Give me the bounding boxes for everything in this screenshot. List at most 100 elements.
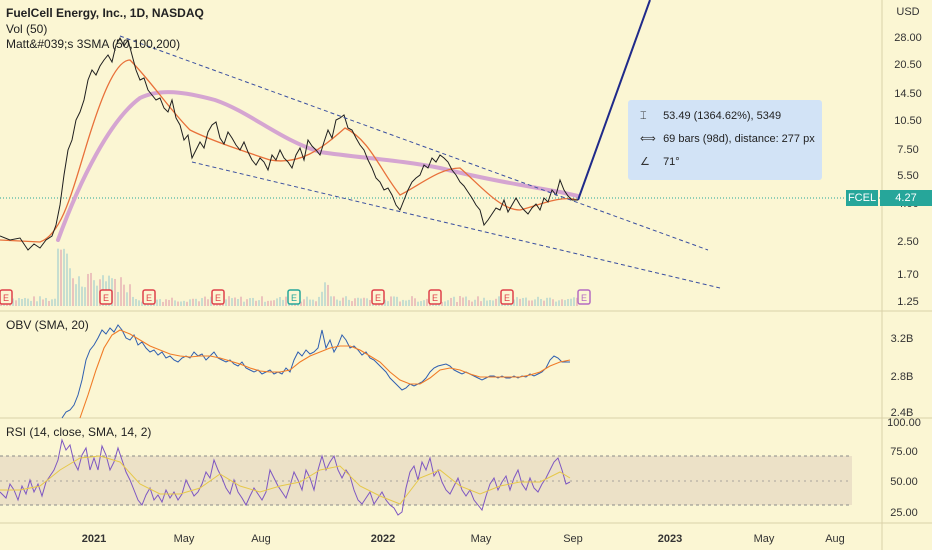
obv-tick: 3.2B: [891, 333, 914, 345]
time-tick: Aug: [825, 533, 845, 545]
volume-bar: [90, 272, 92, 306]
time-axis: 2021 May Aug 2022 May Sep 2023 May Aug: [82, 533, 845, 545]
earnings-marker[interactable]: [500, 289, 514, 305]
volume-bar: [177, 301, 179, 306]
volume-bar: [240, 296, 242, 306]
volume-bar: [384, 299, 386, 306]
volume-bar: [468, 300, 470, 306]
earnings-marker[interactable]: [0, 289, 13, 305]
volume-bar: [33, 296, 35, 306]
volume-bar: [21, 299, 23, 306]
volume-bar: [450, 297, 452, 306]
volume-bar: [351, 301, 353, 306]
volume-bar: [531, 300, 533, 306]
volume-bar: [18, 298, 20, 306]
volume-bar: [345, 296, 347, 306]
earnings-marker[interactable]: [211, 289, 225, 305]
volume-bar: [333, 296, 335, 306]
obv-tick: 2.8B: [891, 371, 914, 383]
volume-bar: [348, 299, 350, 306]
volume-bar: [480, 301, 482, 306]
volume-bar: [318, 296, 320, 306]
volume-bar: [27, 298, 29, 306]
volume-bar: [300, 301, 302, 306]
volume-bar: [306, 296, 308, 306]
earnings-marker[interactable]: [577, 289, 591, 305]
volume-bar: [357, 297, 359, 306]
volume-bar: [279, 297, 281, 306]
volume-bar: [366, 298, 368, 306]
earnings-marker[interactable]: [287, 289, 301, 305]
volume-bar: [564, 300, 566, 306]
earnings-marker[interactable]: [371, 289, 385, 305]
volume-bar: [138, 300, 140, 306]
price-tick: 28.00: [894, 32, 922, 44]
time-tick: Aug: [251, 533, 271, 545]
volume-bar: [492, 300, 494, 306]
volume-bar: [483, 297, 485, 306]
volume-bar: [336, 299, 338, 306]
volume-bar: [285, 296, 287, 306]
volume-bar: [522, 297, 524, 306]
volume-bar: [417, 301, 419, 306]
earnings-marker[interactable]: [428, 289, 442, 305]
volume-bar: [555, 301, 557, 306]
obv-tick: 2.4B: [891, 407, 914, 419]
price-tick: 1.70: [897, 269, 918, 281]
volume-bar: [528, 300, 530, 306]
volume-bar: [414, 298, 416, 306]
volume-bar: [180, 301, 182, 306]
chart-title: FuelCell Energy, Inc., 1D, NASDAQ: [6, 6, 204, 20]
volume-bar: [96, 285, 98, 306]
volume-bar: [174, 300, 176, 306]
volume-bar: [426, 298, 428, 306]
volume-bar: [282, 299, 284, 306]
volume-bar: [405, 300, 407, 306]
volume-bar: [456, 301, 458, 306]
price-tick: 2.50: [897, 236, 918, 248]
volume-bar: [156, 299, 158, 306]
rsi-legend[interactable]: RSI (14, close, SMA, 14, 2): [6, 425, 152, 439]
volume-bar: [519, 298, 521, 306]
volume-bar: [267, 300, 269, 306]
rsi-tick: 75.00: [890, 446, 918, 458]
time-tick: May: [174, 533, 195, 545]
price-tag-value: 4.27: [880, 190, 932, 206]
time-tick: 2022: [371, 533, 395, 545]
volume-bar: [81, 286, 83, 306]
volume-bar: [543, 300, 545, 306]
volume-bar: [114, 278, 116, 306]
volume-bars: [0, 248, 578, 306]
volume-bar: [273, 300, 275, 306]
volume-bar: [534, 299, 536, 306]
volume-bar: [546, 297, 548, 306]
obv-legend[interactable]: OBV (SMA, 20): [6, 318, 89, 332]
volume-bar: [390, 296, 392, 306]
volume-bar: [186, 301, 188, 306]
price-tick: 7.50: [897, 144, 918, 156]
rsi-tick: 100.00: [887, 417, 921, 429]
volume-bar: [570, 298, 572, 306]
earnings-marker-label: E: [215, 293, 221, 303]
volume-bar: [471, 301, 473, 306]
vol-legend[interactable]: Vol (50): [6, 22, 48, 36]
volume-bar: [60, 249, 62, 306]
volume-bar: [168, 299, 170, 306]
volume-bar: [342, 297, 344, 306]
volume-bar: [363, 297, 365, 306]
sma-short-line: [0, 59, 579, 243]
volume-bar: [465, 296, 467, 306]
volume-bar: [198, 301, 200, 306]
volume-bar: [402, 299, 404, 306]
earnings-marker[interactable]: [99, 289, 113, 305]
sma-legend[interactable]: Matt&#039;s 3SMA (50,100,200): [6, 37, 181, 51]
rsi-tick: 50.00: [890, 476, 918, 488]
volume-bar: [549, 297, 551, 306]
volume-bar: [324, 282, 326, 306]
volume-bar: [315, 301, 317, 306]
earnings-marker[interactable]: [142, 289, 156, 305]
volume-bar: [12, 298, 14, 306]
volume-bar: [276, 298, 278, 306]
volume-bar: [354, 298, 356, 306]
